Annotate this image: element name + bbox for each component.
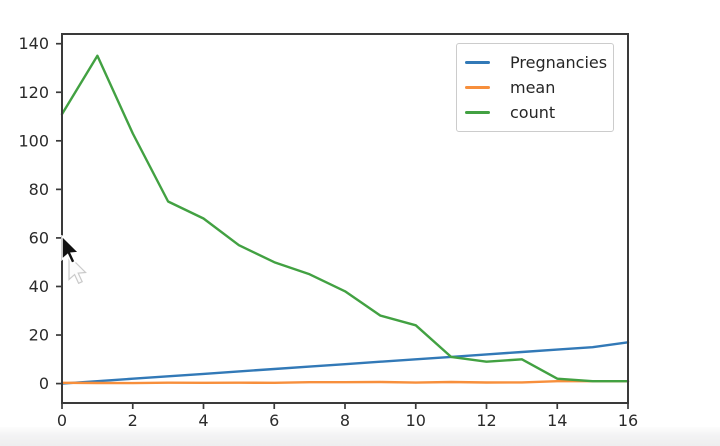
x-tick-label: 8 (340, 411, 350, 430)
legend-line-swatch-mean (465, 86, 490, 89)
series-line-count (60, 54, 630, 383)
axes-spines (61, 33, 629, 404)
legend-label-count: count (510, 103, 556, 122)
series-line-pregnancies (60, 341, 630, 385)
y-tick-label: 0 (39, 374, 49, 393)
x-tick-label: 14 (547, 411, 567, 430)
legend-label-mean: mean (510, 78, 556, 97)
series-line-mean (60, 380, 630, 385)
y-tick-label: 80 (29, 180, 49, 199)
legend-line-swatch-pregnancies (465, 61, 490, 64)
chart-legend: Pregnancies mean count (456, 43, 614, 132)
legend-label-pregnancies: Pregnancies (510, 53, 608, 72)
y-tick-label: 20 (29, 326, 49, 345)
y-tick-label: 40 (29, 277, 49, 296)
x-tick-label: 0 (57, 411, 67, 430)
x-tick-label: 4 (198, 411, 208, 430)
y-tick-label: 140 (18, 34, 49, 53)
x-tick-label: 6 (269, 411, 279, 430)
y-tick-label: 100 (18, 131, 49, 150)
x-tick-label: 12 (476, 411, 496, 430)
x-tick-label: 16 (618, 411, 638, 430)
player-bottom-bar (0, 427, 720, 446)
legend-item-count: count (465, 102, 605, 123)
legend-item-pregnancies: Pregnancies (465, 52, 608, 73)
x-tick-label: 2 (128, 411, 138, 430)
y-tick-label: 60 (29, 228, 49, 247)
legend-line-swatch-count (465, 111, 490, 114)
x-tick-label: 10 (406, 411, 426, 430)
legend-item-mean: mean (465, 77, 605, 98)
y-tick-label: 120 (18, 83, 49, 102)
